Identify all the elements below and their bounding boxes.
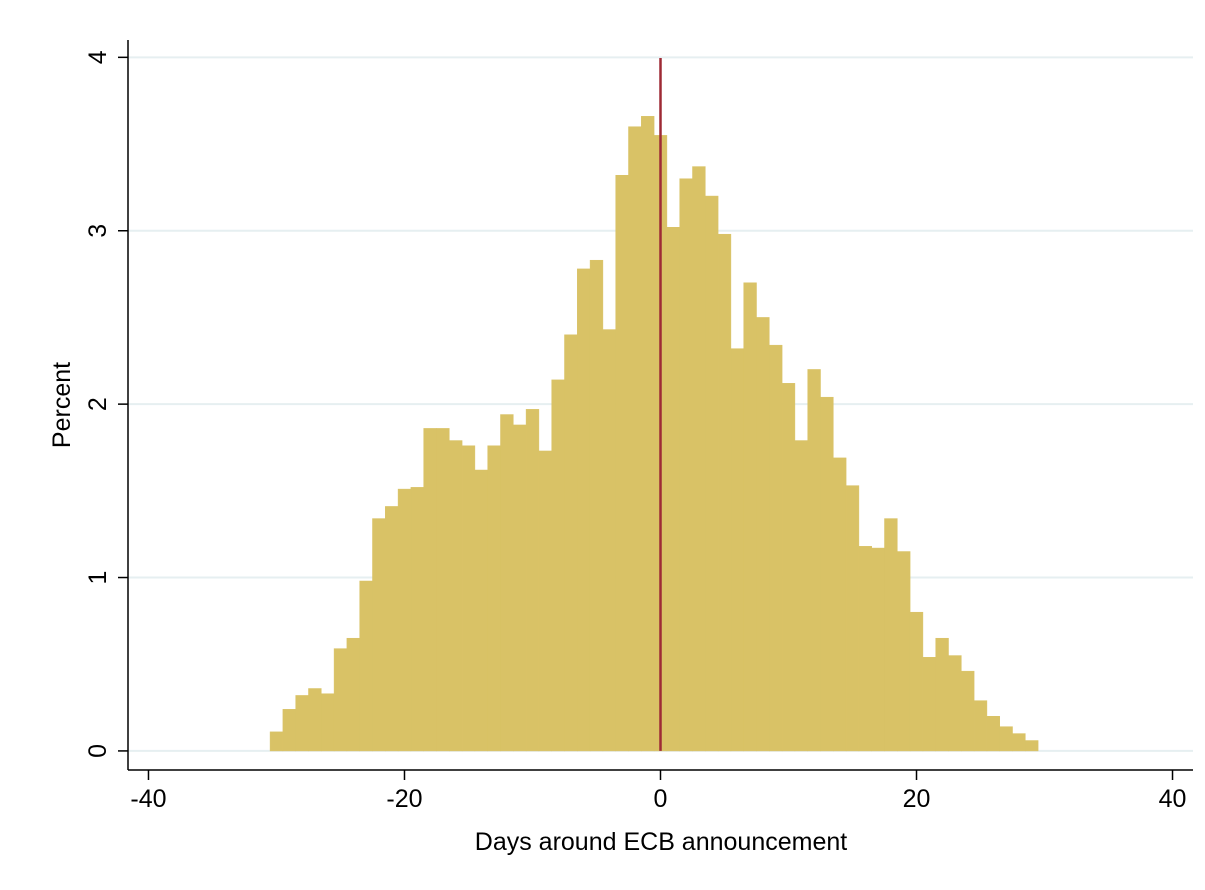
bar [589, 259, 604, 752]
x-tick-label: 0 [654, 785, 668, 813]
bar [551, 379, 565, 752]
bar [628, 126, 642, 752]
bar [807, 369, 821, 752]
bar [423, 428, 437, 752]
bar [295, 695, 309, 752]
bar [449, 440, 463, 752]
y-tick-label: 4 [84, 50, 112, 64]
bar [986, 715, 1000, 752]
bar [833, 457, 847, 752]
bar [935, 637, 949, 752]
x-axis-label: Days around ECB announcement [475, 828, 848, 856]
y-axis-label: Percent [48, 362, 76, 448]
bar [858, 546, 872, 752]
bar [884, 518, 898, 752]
bar [730, 348, 744, 752]
y-tick-label: 2 [84, 397, 112, 411]
bar [308, 688, 322, 752]
bar [461, 445, 476, 752]
bar [973, 700, 988, 752]
bar [1012, 733, 1026, 752]
bar [845, 485, 860, 752]
bar [282, 709, 296, 752]
y-tick-label: 1 [84, 571, 112, 585]
x-tick-label: -40 [130, 785, 166, 813]
bar [359, 580, 373, 752]
bar [705, 195, 719, 752]
bar [948, 655, 962, 752]
bar [820, 396, 834, 752]
bar [961, 670, 975, 752]
bar [922, 657, 936, 752]
bar [513, 424, 527, 752]
bar [743, 282, 757, 752]
bar [397, 488, 412, 752]
bar [487, 445, 501, 752]
bar [717, 233, 732, 752]
x-tick-label: 40 [1159, 785, 1187, 813]
bar [871, 547, 885, 752]
bar [500, 414, 514, 752]
bar [269, 731, 284, 752]
bar [666, 227, 680, 752]
bar [692, 166, 706, 752]
y-tick-label: 3 [84, 224, 112, 238]
x-tick-label: 20 [903, 785, 931, 813]
bar [641, 116, 655, 752]
bar [756, 317, 770, 752]
bar [769, 344, 783, 752]
bar [538, 450, 552, 752]
bar [385, 506, 399, 752]
bar [909, 611, 924, 752]
bar [1025, 740, 1039, 752]
x-tick-label: -20 [386, 785, 422, 813]
bar [577, 268, 591, 752]
bar [615, 174, 629, 752]
bar [372, 518, 386, 752]
bar [410, 487, 424, 752]
bar [781, 383, 796, 752]
y-tick-label: 0 [84, 744, 112, 758]
bar [525, 409, 540, 752]
bar [474, 469, 488, 752]
bar [564, 334, 578, 752]
bar [794, 440, 808, 752]
bar [679, 178, 693, 752]
bar [333, 648, 348, 752]
bar [346, 637, 360, 752]
bar [321, 693, 335, 752]
bar [999, 726, 1013, 752]
bar [436, 428, 450, 752]
bar [602, 329, 616, 752]
bar [897, 551, 911, 752]
